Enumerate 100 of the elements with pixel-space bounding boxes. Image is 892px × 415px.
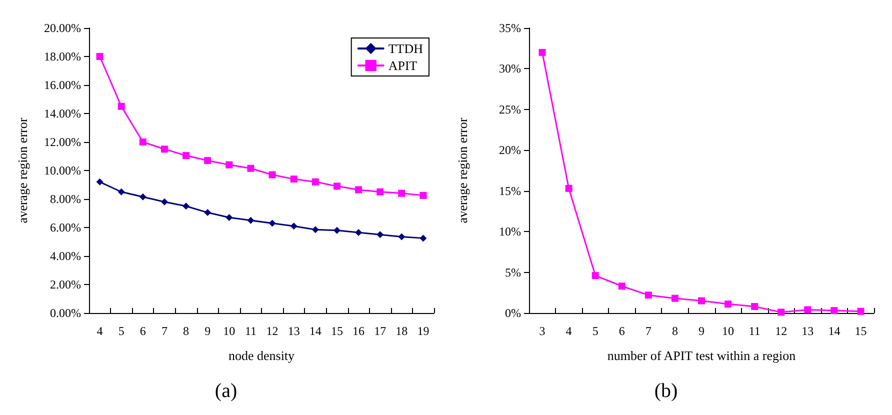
x-tick-label: 8 <box>183 324 190 338</box>
x-tick-label: 15 <box>330 324 343 338</box>
point <box>312 226 319 234</box>
y-tick-label: 4.00% <box>50 249 81 263</box>
point <box>247 216 254 224</box>
point <box>857 308 864 315</box>
point <box>268 171 276 178</box>
x-tick-label: 10 <box>223 324 236 338</box>
point <box>182 202 190 210</box>
text: (b) <box>654 380 678 402</box>
x-tick-label: 9 <box>204 324 211 338</box>
y-axis-title: average region error <box>455 117 470 224</box>
point <box>355 186 362 194</box>
x-tick-label: 13 <box>802 324 814 338</box>
point <box>751 302 758 310</box>
point <box>118 188 125 196</box>
point <box>698 297 705 304</box>
y-tick-label: 8.00% <box>50 192 81 206</box>
y-tick-label: 30% <box>499 62 521 76</box>
point <box>671 294 678 302</box>
point <box>96 178 104 186</box>
x-tick-label: 6 <box>140 324 146 338</box>
x-tick-label: 8 <box>672 324 678 338</box>
point <box>247 164 254 172</box>
y-tick-label: 25% <box>499 102 521 116</box>
point <box>592 272 599 280</box>
point <box>804 306 812 314</box>
point <box>96 53 104 60</box>
y-tick-label: 10.00% <box>44 164 81 178</box>
y-tick-label: 10% <box>499 224 521 239</box>
x-tick-label: 11 <box>244 324 256 338</box>
x-tick-label: 17 <box>374 324 386 338</box>
x-tick-label: 12 <box>266 324 278 338</box>
point <box>204 157 212 164</box>
point <box>118 102 125 110</box>
y-tick-label: 6.00% <box>50 220 81 234</box>
point <box>376 188 384 196</box>
x-tick-label: 15 <box>854 324 867 338</box>
legend-label: APIT <box>388 58 418 73</box>
point <box>830 307 838 314</box>
point <box>724 300 732 308</box>
y-tick-label: 2.00% <box>50 278 81 292</box>
y-tick-label: 35% <box>499 21 521 35</box>
x-tick-label: 18 <box>396 324 408 338</box>
x-tick-label: 16 <box>352 324 365 338</box>
y-tick-label: 5% <box>505 265 521 280</box>
point <box>644 292 652 299</box>
y-tick-label: 20% <box>499 143 521 158</box>
x-tick-label: 12 <box>775 324 788 338</box>
point <box>226 161 233 168</box>
point <box>420 234 427 242</box>
y-tick-label: 18.00% <box>44 50 81 64</box>
x-tick-label: 11 <box>748 324 760 338</box>
x-tick-label: 9 <box>698 324 704 338</box>
x-tick-label: 10 <box>722 324 734 338</box>
y-tick-label: 12.00% <box>44 135 81 149</box>
point <box>398 190 406 197</box>
y-tick-label: 16.00% <box>44 78 81 92</box>
point <box>139 193 146 200</box>
x-tick-label: 7 <box>161 324 168 338</box>
y-tick-label: 0.00% <box>50 306 81 320</box>
y-tick-label: 14.00% <box>44 106 81 120</box>
point <box>160 198 168 206</box>
y-tick-label: 15% <box>499 184 521 198</box>
point <box>376 231 384 238</box>
x-tick-label: 6 <box>618 324 625 338</box>
y-tick-label: 0% <box>505 306 521 320</box>
x-tick-label: 4 <box>96 324 103 338</box>
point <box>778 308 785 316</box>
x-tick-label: 5 <box>592 324 598 338</box>
point <box>420 192 427 199</box>
x-tick-label: 19 <box>417 324 430 338</box>
point <box>160 146 168 153</box>
point <box>268 220 276 227</box>
point <box>290 176 298 183</box>
point <box>565 184 572 192</box>
x-tick-label: 3 <box>539 324 546 338</box>
point <box>182 152 190 160</box>
point <box>618 282 626 290</box>
point <box>312 178 319 186</box>
point <box>204 209 212 216</box>
x-tick-label: 14 <box>309 324 322 338</box>
text: (a) <box>214 380 238 402</box>
point <box>333 226 340 234</box>
point <box>538 48 546 56</box>
point <box>355 228 362 236</box>
x-axis-title: node density <box>228 348 296 363</box>
point <box>333 182 340 190</box>
point <box>139 138 146 146</box>
x-tick-label: 7 <box>645 324 652 338</box>
point <box>226 214 233 222</box>
x-tick-label: 13 <box>288 324 300 338</box>
legend-label: TTDH <box>388 41 424 56</box>
x-tick-label: 14 <box>828 324 840 338</box>
point <box>398 233 406 240</box>
x-tick-label: 4 <box>566 324 572 338</box>
y-tick-label: 20.00% <box>44 21 81 35</box>
point <box>290 222 298 230</box>
x-axis-title: number of APIT test within a region <box>607 348 796 363</box>
x-tick-label: 5 <box>118 324 124 338</box>
